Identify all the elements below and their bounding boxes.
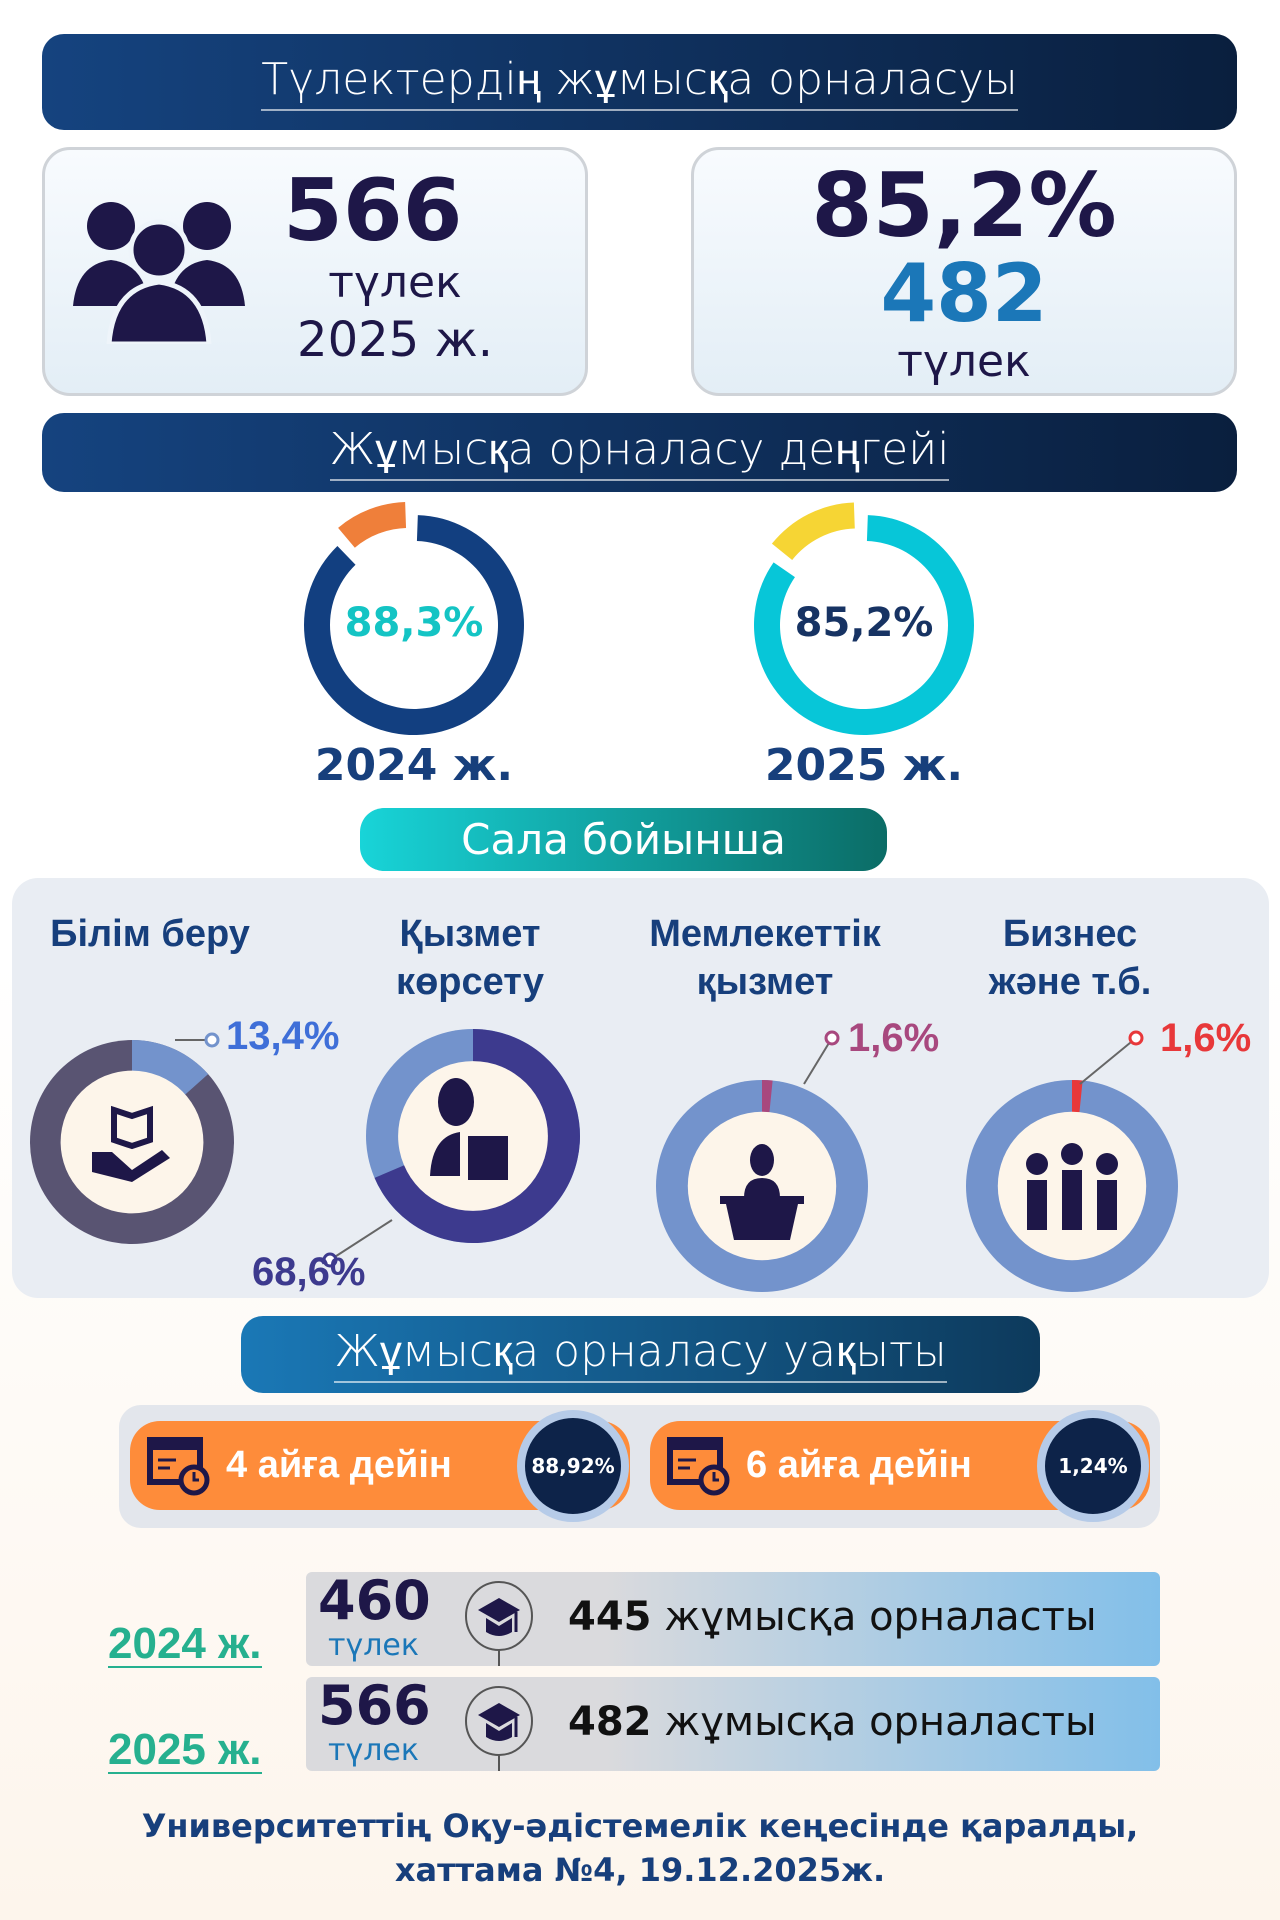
row-2025: 566 түлек 482 жұмысқа орналасты bbox=[306, 1677, 1160, 1771]
people-group-icon bbox=[73, 202, 245, 344]
sector-services-label1: Қызмет bbox=[399, 913, 541, 955]
sector-title: Сала бойынша bbox=[360, 808, 887, 871]
timing-6-label: 6 айға дейін bbox=[746, 1444, 972, 1486]
person-box-icon bbox=[430, 1078, 508, 1180]
sector-icon-circle bbox=[60, 1070, 204, 1214]
donut-remainder-segment bbox=[771, 502, 855, 560]
row-2024-graduates: 460 bbox=[318, 1569, 431, 1632]
sector-government-label2: қызмет bbox=[696, 961, 834, 1003]
sector-business-label1: Бизнес bbox=[1002, 913, 1138, 955]
sector-title-text: Сала бойынша bbox=[461, 815, 786, 864]
employed-count: 482 bbox=[880, 247, 1048, 340]
sector-services-label2: көрсету bbox=[396, 961, 544, 1003]
graduates-count: 566 bbox=[283, 161, 463, 261]
donut-2024-year: 2024 ж. bbox=[314, 740, 514, 791]
footer-line1: Университеттің Оқу-әдістемелік кеңесінде… bbox=[141, 1807, 1139, 1845]
business-team-icon bbox=[1026, 1143, 1118, 1230]
main-title: Түлектердің жұмысқа орналасуы bbox=[261, 54, 1018, 111]
timing-6-value: 1,24% bbox=[1037, 1410, 1149, 1522]
calendar-clock-icon bbox=[147, 1436, 210, 1495]
row-2024: 460 түлек 445 жұмысқа орналасты bbox=[306, 1572, 1160, 1666]
graduation-cap-icon bbox=[465, 1686, 533, 1771]
leader-line bbox=[803, 1037, 833, 1085]
level-title-banner: Жұмысқа орналасу деңгейі bbox=[42, 413, 1237, 492]
sector-business-value: 1,6% bbox=[1160, 1016, 1252, 1060]
row-2025-employed: 482 bbox=[568, 1699, 652, 1745]
row-2024-employed: 445 bbox=[568, 1594, 652, 1640]
sector-government-label1: Мемлекеттік bbox=[649, 913, 881, 955]
graduates-label: түлек bbox=[328, 257, 462, 308]
row-2024-year: 2024 ж. bbox=[108, 1619, 262, 1668]
main-title-banner: Түлектердің жұмысқа орналасуы bbox=[42, 34, 1237, 130]
sector-business-label2: және т.б. bbox=[988, 961, 1152, 1003]
timing-title: Жұмысқа орналасу уақыты bbox=[334, 1326, 947, 1383]
row-2025-year: 2025 ж. bbox=[108, 1725, 262, 1774]
row-2024-graduates-label: түлек bbox=[328, 1628, 419, 1663]
row-2025-graduates-label: түлек bbox=[328, 1733, 419, 1768]
level-donuts bbox=[303, 502, 974, 735]
footer-line2: хаттама №4, 19.12.2025ж. bbox=[394, 1851, 886, 1889]
leader-line bbox=[329, 1219, 393, 1261]
leader-dot bbox=[204, 1032, 220, 1048]
donut-remainder-segment bbox=[338, 502, 407, 548]
timing-4-value: 88,92% bbox=[517, 1410, 629, 1522]
graduation-cap-icon bbox=[465, 1581, 533, 1666]
graduates-year: 2025 ж. bbox=[297, 312, 493, 368]
row-2024-employed-label: жұмысқа орналасты bbox=[664, 1594, 1097, 1640]
calendar-clock-icon bbox=[667, 1436, 730, 1495]
timing-4-label: 4 айға дейін bbox=[226, 1444, 452, 1486]
row-2025-graduates: 566 bbox=[318, 1674, 431, 1737]
sector-donuts bbox=[30, 1029, 1178, 1292]
donut-2024-value: 88,3% bbox=[344, 600, 484, 646]
sector-government-value: 1,6% bbox=[848, 1016, 940, 1060]
sector-education-label: Білім беру bbox=[50, 913, 250, 955]
level-title: Жұмысқа орналасу деңгейі bbox=[329, 424, 950, 481]
sector-services-value: 68,6% bbox=[252, 1250, 366, 1294]
donut-2025-year: 2025 ж. bbox=[764, 740, 964, 791]
sector-education-value: 13,4% bbox=[226, 1014, 340, 1058]
speaker-podium-icon bbox=[720, 1144, 804, 1240]
employment-card: 85,2% 482 түлек bbox=[691, 147, 1237, 396]
timing-title-banner: Жұмысқа орналасу уақыты bbox=[241, 1316, 1040, 1393]
leader-dot bbox=[824, 1030, 840, 1046]
leader-line bbox=[1079, 1037, 1137, 1085]
donut-2025-value: 85,2% bbox=[794, 600, 934, 646]
book-hand-icon bbox=[92, 1105, 170, 1182]
leader-dot bbox=[322, 1252, 338, 1268]
employment-rate: 85,2% bbox=[811, 154, 1117, 257]
leader-dot bbox=[1128, 1030, 1144, 1046]
row-2025-employed-label: жұмысқа орналасты bbox=[664, 1699, 1097, 1745]
employed-label: түлек bbox=[897, 336, 1031, 387]
graduates-card: 566 түлек 2025 ж. bbox=[42, 147, 588, 396]
